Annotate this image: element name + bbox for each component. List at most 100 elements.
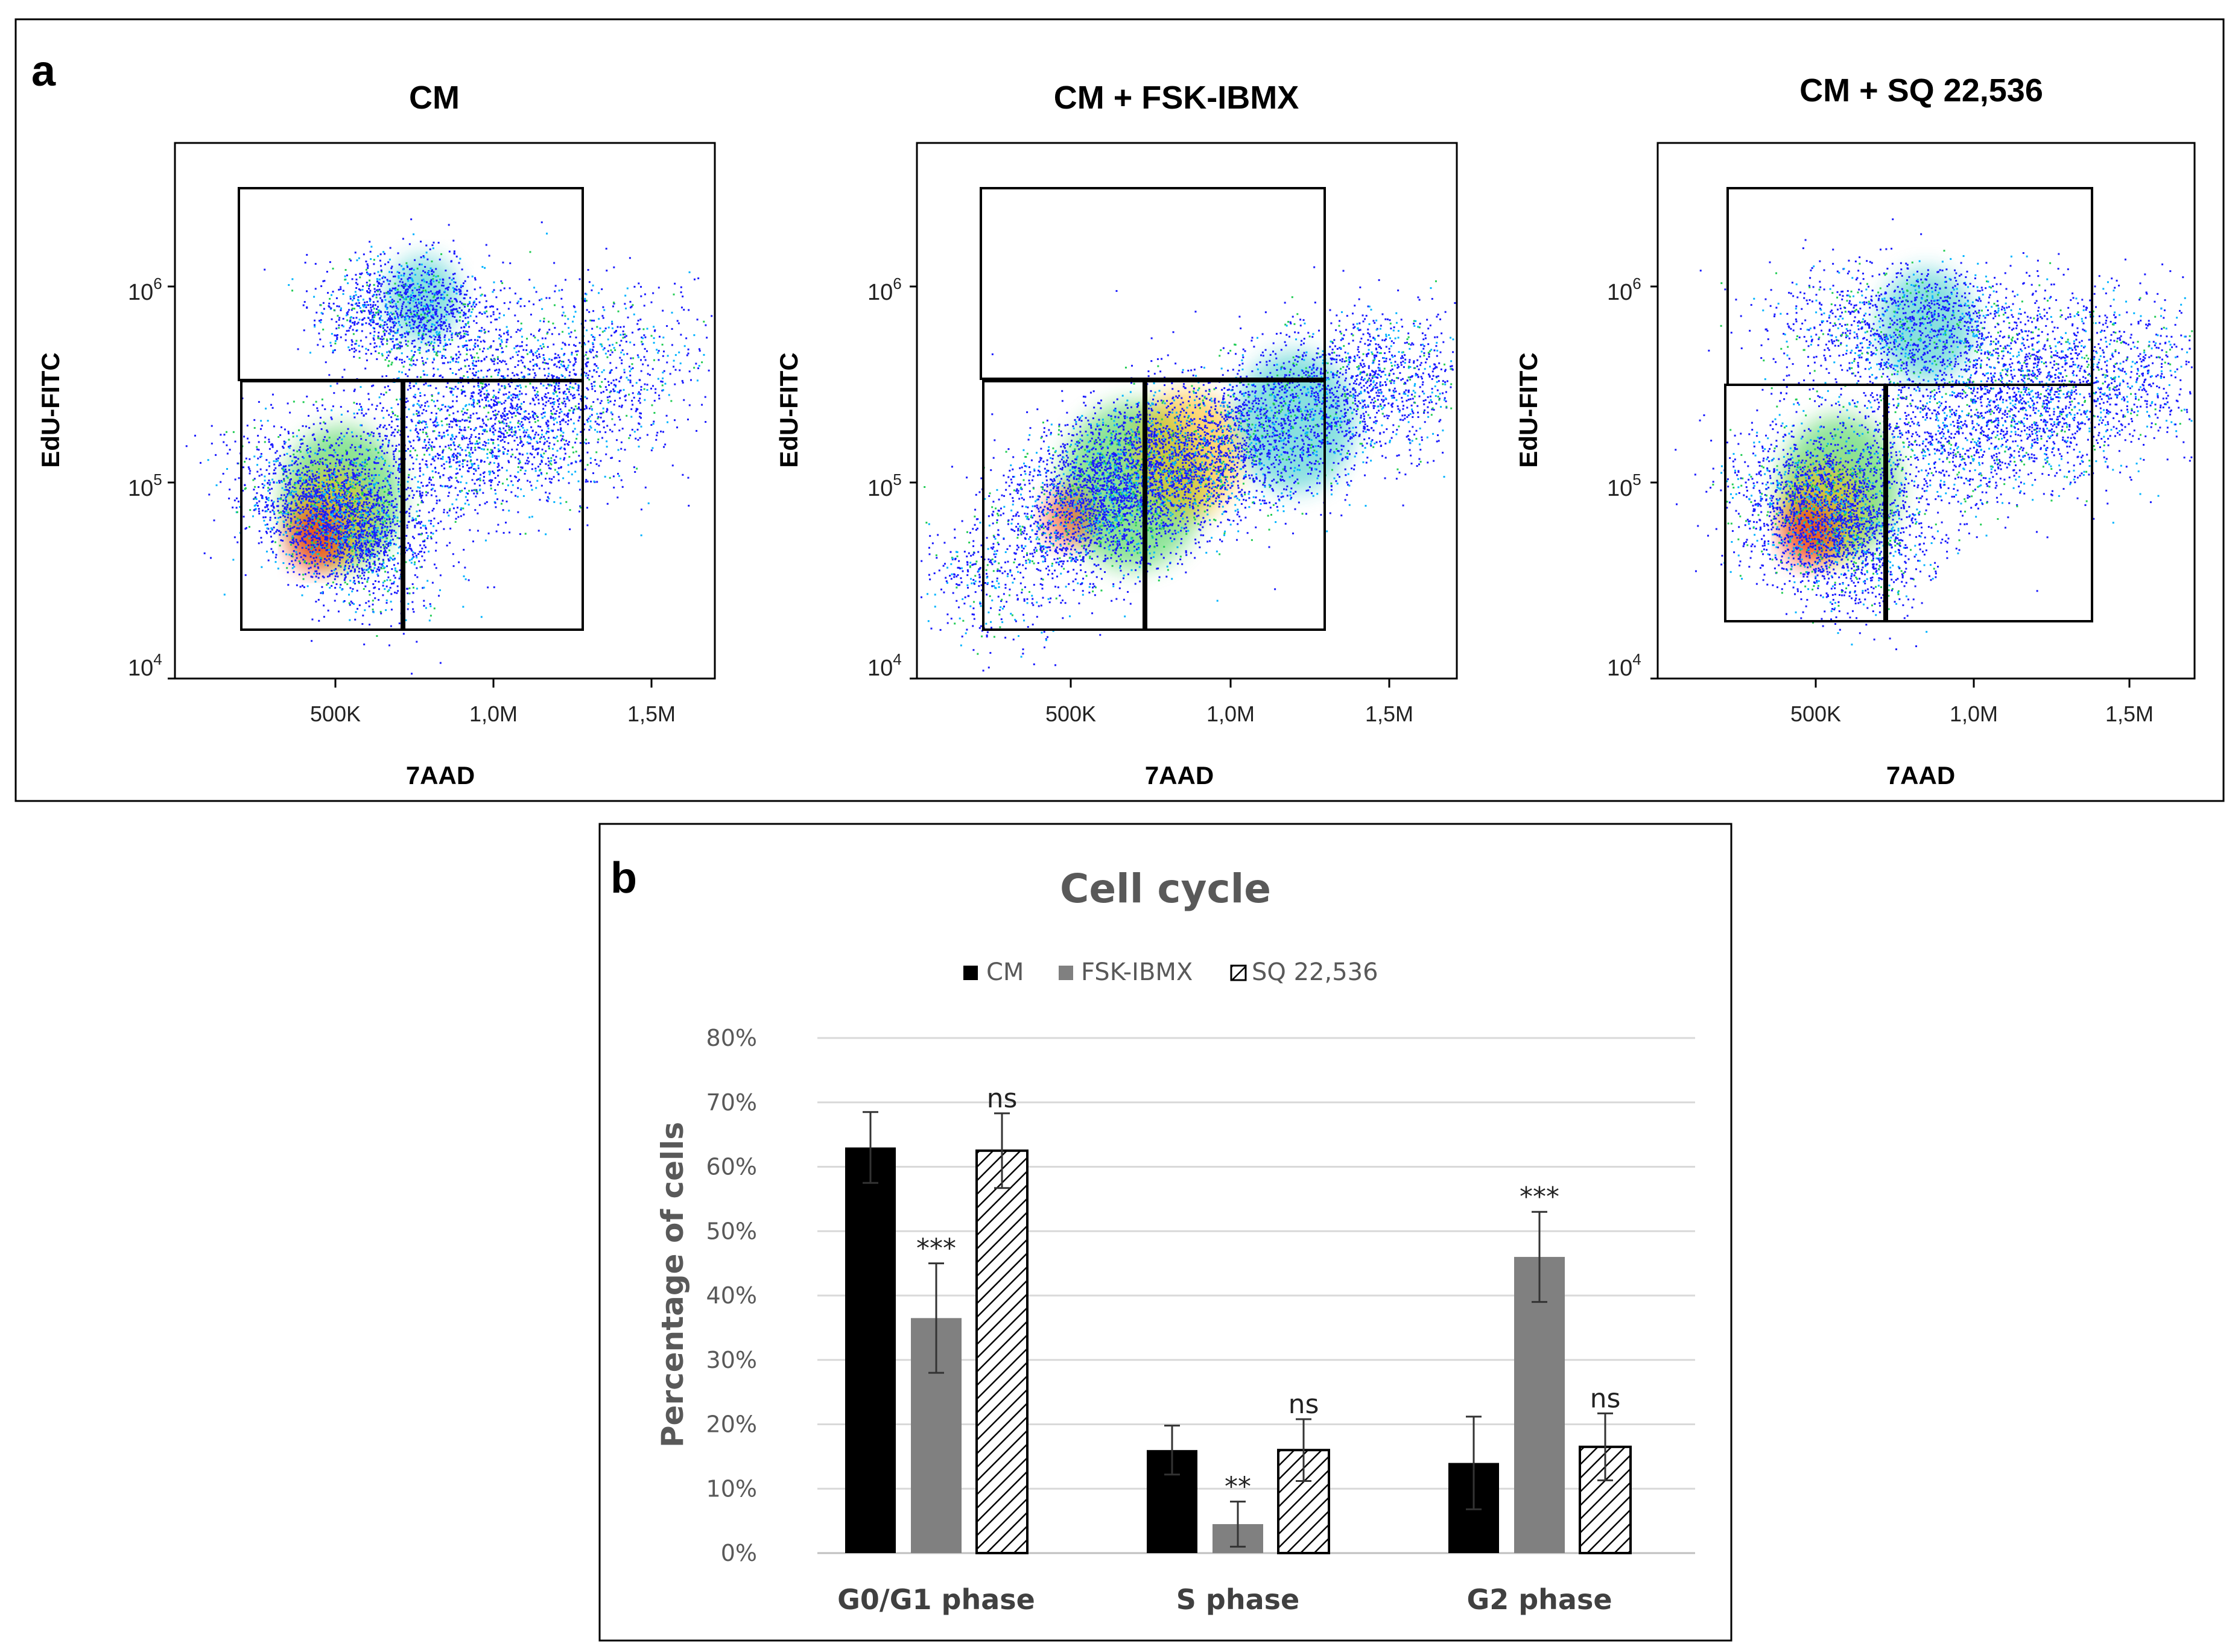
- event-dot: [417, 325, 420, 328]
- event-dot: [384, 462, 386, 464]
- event-dot: [465, 324, 468, 326]
- event-dot: [390, 472, 392, 474]
- event-dot: [293, 566, 296, 568]
- event-dot: [350, 514, 352, 517]
- event-dot: [323, 436, 326, 438]
- event-dot: [485, 306, 487, 308]
- event-dot: [337, 527, 340, 529]
- event-dot: [376, 551, 379, 553]
- event-dot: [408, 559, 411, 562]
- event-dot: [362, 478, 364, 481]
- event-dot: [355, 495, 357, 497]
- event-dot: [331, 409, 333, 411]
- event-dot: [303, 329, 305, 332]
- event-dot: [338, 510, 341, 512]
- event-dot: [443, 528, 445, 530]
- event-dot: [321, 527, 323, 530]
- event-dot: [673, 359, 675, 362]
- event-dot: [466, 460, 469, 463]
- event-dot: [467, 376, 469, 379]
- event-dot: [337, 469, 340, 472]
- event-dot: [345, 508, 347, 511]
- event-dot: [340, 533, 343, 536]
- event-dot: [340, 309, 342, 311]
- event-dot: [323, 616, 325, 618]
- event-dot: [306, 484, 309, 486]
- event-dot: [292, 470, 294, 472]
- event-dot: [326, 470, 329, 472]
- event-dot: [449, 343, 452, 346]
- event-dot: [243, 516, 245, 518]
- event-dot: [258, 542, 260, 545]
- event-dot: [393, 543, 395, 545]
- event-dot: [423, 441, 426, 443]
- event-dot: [509, 475, 512, 477]
- event-dot: [359, 514, 361, 516]
- event-dot: [328, 473, 330, 476]
- event-dot: [332, 484, 334, 487]
- event-dot: [309, 505, 312, 508]
- event-dot: [449, 330, 451, 332]
- event-dot: [336, 531, 338, 533]
- event-dot: [378, 559, 380, 561]
- event-dot: [351, 278, 353, 280]
- event-dot: [522, 495, 525, 497]
- event-dot: [318, 476, 320, 479]
- event-dot: [467, 334, 469, 336]
- event-dot: [502, 412, 504, 414]
- event-dot: [521, 425, 523, 428]
- event-dot: [376, 555, 378, 557]
- event-dot: [419, 302, 421, 304]
- event-dot: [387, 385, 389, 387]
- event-dot: [314, 499, 317, 501]
- event-dot: [386, 313, 388, 315]
- event-dot: [408, 547, 411, 549]
- event-dot: [343, 600, 346, 602]
- event-dot: [303, 529, 306, 531]
- event-dot: [502, 314, 505, 317]
- event-dot: [333, 498, 335, 501]
- event-dot: [443, 315, 446, 318]
- event-dot: [341, 537, 344, 539]
- event-dot: [432, 456, 434, 458]
- event-dot: [334, 530, 337, 533]
- event-dot: [318, 572, 320, 575]
- event-dot: [437, 241, 440, 244]
- event-dot: [426, 358, 428, 360]
- event-dot: [547, 431, 550, 433]
- event-dot: [349, 530, 351, 532]
- event-dot: [282, 562, 285, 565]
- event-dot: [429, 248, 431, 250]
- event-dot: [425, 333, 427, 335]
- event-dot: [559, 502, 562, 505]
- event-dot: [419, 294, 421, 296]
- event-dot: [381, 531, 383, 534]
- event-dot: [294, 510, 296, 512]
- event-dot: [463, 513, 465, 516]
- event-dot: [493, 414, 495, 416]
- event-dot: [320, 507, 322, 510]
- event-dot: [319, 549, 321, 551]
- event-dot: [295, 493, 297, 495]
- event-dot: [344, 269, 347, 271]
- event-dot: [392, 330, 395, 332]
- event-dot: [280, 464, 282, 466]
- event-dot: [350, 524, 352, 526]
- event-dot: [405, 401, 407, 404]
- event-dot: [282, 468, 284, 470]
- event-dot: [322, 505, 325, 507]
- event-dot: [349, 499, 351, 502]
- event-dot: [316, 502, 319, 504]
- event-dot: [346, 506, 348, 508]
- event-dot: [392, 326, 395, 329]
- event-dot: [368, 527, 370, 529]
- event-dot: [391, 313, 393, 315]
- event-dot: [381, 507, 383, 509]
- event-dot: [280, 511, 282, 513]
- event-dot: [424, 266, 426, 268]
- event-dot: [426, 374, 428, 376]
- event-dot: [444, 306, 446, 309]
- event-dot: [666, 361, 668, 364]
- event-dot: [459, 337, 461, 340]
- event-dot: [437, 320, 439, 323]
